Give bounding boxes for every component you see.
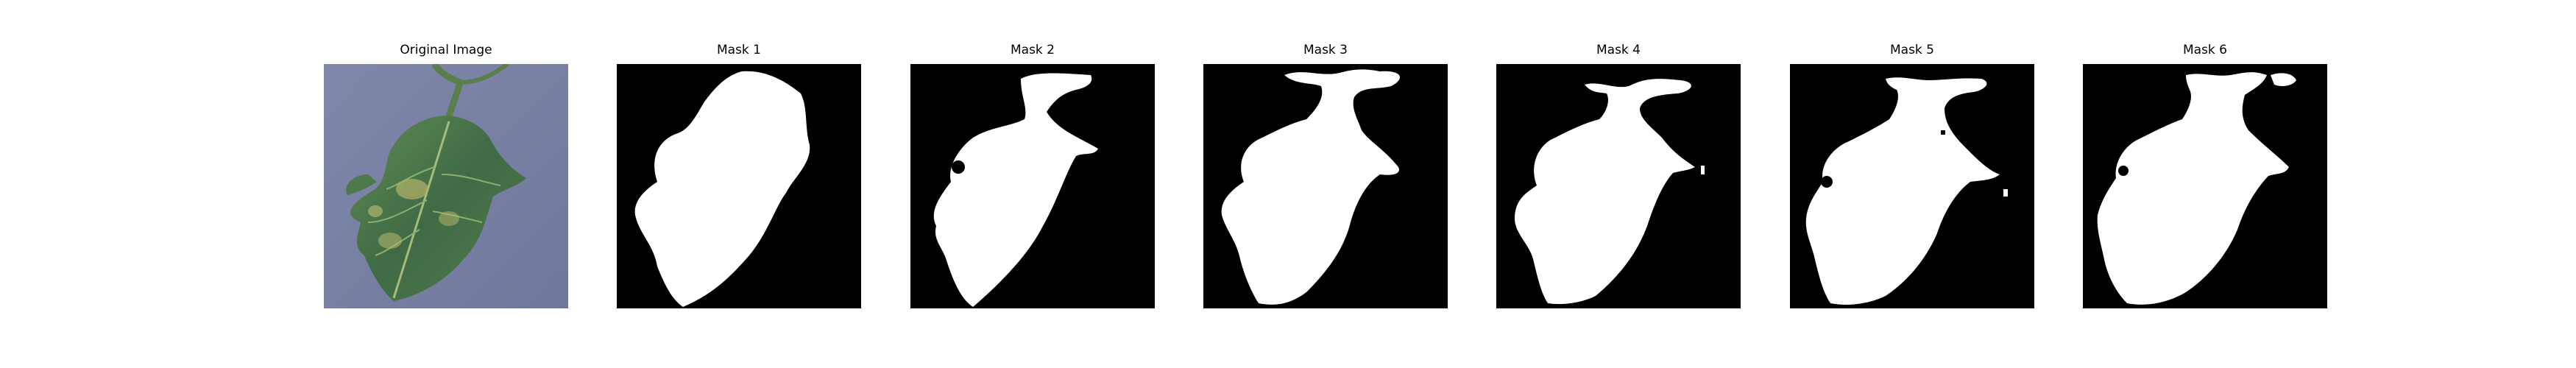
panel-title: Mask 2 (1010, 43, 1055, 57)
panel-title: Mask 5 (1889, 43, 1934, 57)
panel-title: Original Image (400, 43, 492, 57)
mask-2-image (910, 64, 1155, 308)
mask-5-image (1790, 64, 2034, 308)
mask-image (910, 64, 1155, 308)
panel-title: Mask 6 (2182, 43, 2227, 57)
mask-3-image (1203, 64, 1448, 308)
mask-4-image (1496, 64, 1741, 308)
mask-image (617, 64, 861, 308)
mask-image (1790, 64, 2034, 308)
mask-1-image (617, 64, 861, 308)
mask-image (2083, 64, 2327, 308)
panel-title: Mask 3 (1303, 43, 1348, 57)
leaf-photo (324, 64, 568, 308)
mask-image (1496, 64, 1741, 308)
panel-title: Mask 4 (1596, 43, 1641, 57)
panel-title: Mask 1 (716, 43, 761, 57)
mask-6-image (2083, 64, 2327, 308)
mask-image (1203, 64, 1448, 308)
leaf-photo-image (324, 64, 568, 308)
